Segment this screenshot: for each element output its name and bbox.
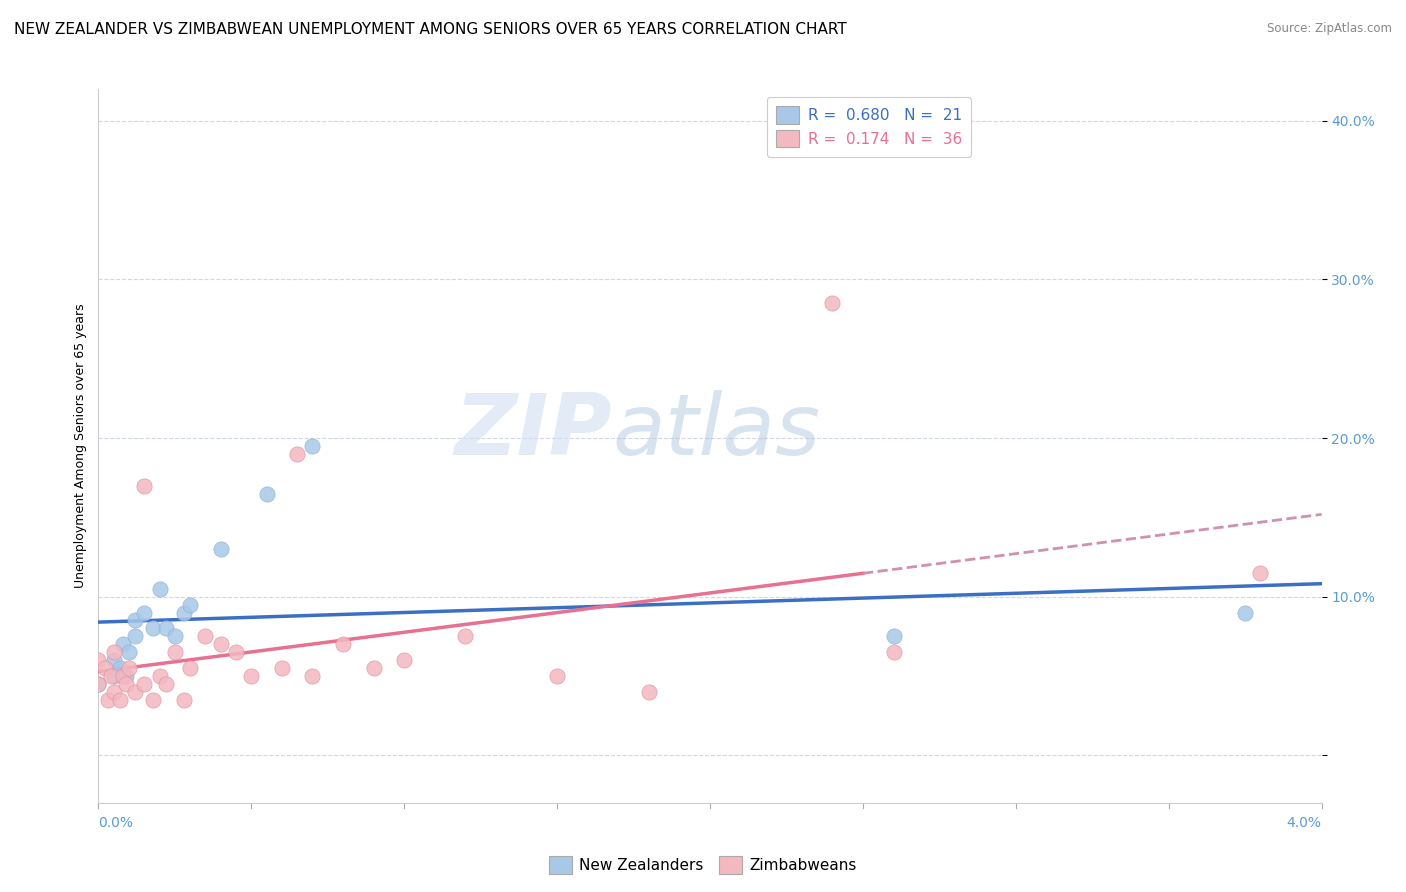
Text: atlas: atlas: [612, 390, 820, 474]
Point: [97, 692, 120, 706]
Point: [225, 645, 247, 659]
Point: [179, 661, 201, 675]
Point: [301, 669, 323, 683]
Point: [118, 661, 141, 675]
Point: [173, 692, 195, 706]
Point: [163, 645, 186, 659]
Text: 4.0%: 4.0%: [1286, 815, 1322, 830]
Legend: R =  0.680   N =  21, R =  0.174   N =  36: R = 0.680 N = 21, R = 0.174 N = 36: [766, 97, 972, 157]
Point: [149, 582, 172, 596]
Point: [155, 677, 177, 691]
Point: [256, 486, 278, 500]
Point: [332, 637, 354, 651]
Point: [142, 692, 165, 706]
Point: [240, 669, 263, 683]
Text: ZIP: ZIP: [454, 390, 612, 474]
Point: [103, 669, 125, 683]
Point: [883, 645, 905, 659]
Point: [179, 598, 201, 612]
Point: [270, 661, 294, 675]
Point: [124, 629, 146, 643]
Point: [821, 296, 844, 310]
Point: [118, 645, 141, 659]
Point: [103, 685, 125, 699]
Point: [108, 692, 131, 706]
Point: [103, 645, 125, 659]
Point: [637, 685, 661, 699]
Point: [93, 661, 115, 675]
Legend: New Zealanders, Zimbabweans: New Zealanders, Zimbabweans: [543, 850, 863, 880]
Point: [87, 677, 110, 691]
Point: [209, 637, 232, 651]
Point: [454, 629, 477, 643]
Point: [111, 669, 134, 683]
Text: Source: ZipAtlas.com: Source: ZipAtlas.com: [1267, 22, 1392, 36]
Point: [103, 653, 125, 667]
Y-axis label: Unemployment Among Seniors over 65 years: Unemployment Among Seniors over 65 years: [75, 303, 87, 589]
Point: [1234, 606, 1257, 620]
Point: [115, 677, 138, 691]
Point: [149, 669, 172, 683]
Point: [100, 669, 122, 683]
Point: [163, 629, 186, 643]
Point: [883, 629, 905, 643]
Point: [115, 669, 138, 683]
Point: [134, 677, 156, 691]
Point: [111, 637, 134, 651]
Point: [134, 478, 156, 492]
Point: [124, 685, 146, 699]
Point: [124, 614, 146, 628]
Point: [392, 653, 416, 667]
Point: [108, 661, 131, 675]
Point: [301, 439, 323, 453]
Point: [363, 661, 385, 675]
Point: [155, 621, 177, 635]
Point: [173, 606, 195, 620]
Point: [142, 621, 165, 635]
Point: [546, 669, 568, 683]
Text: 0.0%: 0.0%: [98, 815, 134, 830]
Text: NEW ZEALANDER VS ZIMBABWEAN UNEMPLOYMENT AMONG SENIORS OVER 65 YEARS CORRELATION: NEW ZEALANDER VS ZIMBABWEAN UNEMPLOYMENT…: [14, 22, 846, 37]
Point: [209, 542, 232, 557]
Point: [1249, 566, 1271, 580]
Point: [194, 629, 217, 643]
Point: [134, 606, 156, 620]
Point: [87, 653, 110, 667]
Point: [87, 677, 110, 691]
Point: [285, 447, 308, 461]
